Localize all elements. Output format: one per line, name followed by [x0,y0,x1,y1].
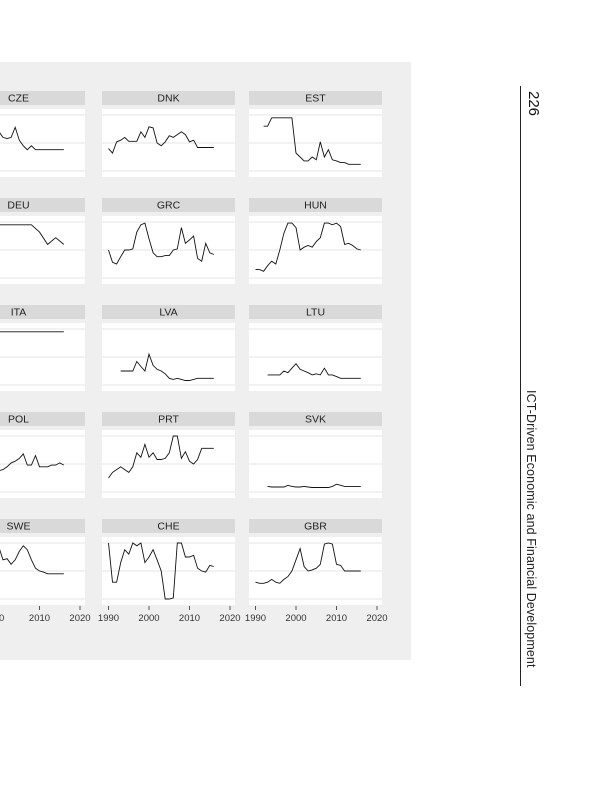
panel-header [249,91,382,105]
panel-est: EST [249,91,382,177]
panel-ita: ITA [0,305,85,391]
series-line-che [108,542,214,600]
chart-area: CZE DNK EST DEU GRC HUN ITA LVA LTU POL PRT SVK SWE C… [0,62,411,660]
panel-title: GBR [304,521,327,533]
series-line-est [263,117,361,165]
page-number-text: 226 [525,90,543,116]
panel-header [0,198,85,212]
panel-dnk: DNK [102,91,235,177]
panel-header [249,198,382,212]
panel-title: EST [305,93,326,105]
x-tick-label: 2020 [219,613,240,624]
panel-prt: PRT [102,412,235,498]
panel-gbr: GBR [249,519,382,605]
panel-title: LVA [159,307,177,319]
panel-title: LTU [306,307,325,319]
panel-lva: LVA [102,305,235,391]
running-title-text: ICT-Driven Economic and Financial Develo… [524,390,538,668]
series-line-pol [0,453,65,471]
x-tick-label: 2000 [285,613,306,624]
panel-title: HUN [304,200,327,212]
x-tick-label: 2000 [138,613,159,624]
x-tick-label: 2010 [29,613,50,624]
x-tick-label: 2020 [366,613,387,624]
series-line-lva [120,352,214,381]
x-tick-label: 1990 [98,613,119,624]
panel-header [249,305,382,319]
panel-header [0,305,85,319]
panel-title: SWE [7,521,31,533]
series-line-swe [0,545,64,575]
panel-deu: DEU [0,198,85,284]
x-tick-label: 1990 [245,613,266,624]
panel-swe: SWE [0,519,85,605]
panel-header [0,91,85,105]
panel-header [249,412,382,426]
series-line-gbr [255,542,361,584]
panel-title: POL [8,414,29,426]
series-line-svk [267,483,361,488]
panel-header [102,519,235,533]
panel-pol: POL [0,412,85,498]
page-number: 226 [520,88,548,118]
series-line-prt [108,435,214,479]
panel-header [102,305,235,319]
panel-cze: CZE [0,91,85,177]
panel-title: DEU [7,200,29,212]
panel-che: CHE [102,519,235,605]
panel-header [0,519,85,533]
panel-svk: SVK [249,412,382,498]
panel-title: CHE [157,521,179,533]
panel-title: ITA [11,307,27,319]
panel-header [102,412,235,426]
panel-ltu: LTU [249,305,382,391]
x-tick-label: 00 [0,613,4,624]
panel-header [102,198,235,212]
series-line-grc [108,222,214,265]
x-tick-label: 2020 [69,613,90,624]
panel-title: GRC [157,200,181,212]
panel-title: CZE [8,93,29,105]
panel-title: DNK [157,93,179,105]
panel-grc: GRC [102,198,235,284]
panel-title: SVK [305,414,326,426]
panel-hun: HUN [249,198,382,284]
panel-header [102,91,235,105]
running-head-rule [520,86,521,686]
series-line-cze [0,125,64,151]
panel-header [249,519,382,533]
series-line-ltu [267,362,361,379]
panel-grid: CZE DNK EST DEU GRC HUN ITA LVA LTU POL PRT SVK SWE C… [0,91,388,624]
series-line-dnk [108,126,214,154]
series-line-deu [0,224,65,246]
x-tick-label: 2010 [179,613,200,624]
panel-header [0,412,85,426]
x-tick-label: 2010 [326,613,347,624]
panel-title: PRT [158,414,179,426]
series-line-hun [255,222,361,272]
